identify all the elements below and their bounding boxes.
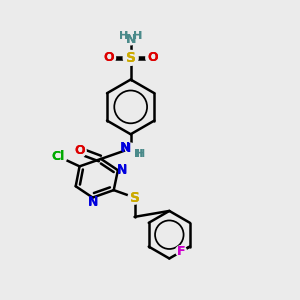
Text: O: O [104,51,114,64]
Text: O: O [147,51,158,64]
Circle shape [125,143,136,154]
Text: O: O [147,51,158,64]
Text: Cl: Cl [52,150,65,163]
Text: N: N [125,33,136,46]
Circle shape [50,148,67,165]
Circle shape [125,34,136,45]
Text: S: S [126,51,136,65]
Text: H: H [134,31,143,41]
Circle shape [123,50,138,65]
Text: N: N [87,196,98,208]
Text: S: S [130,190,140,205]
Text: N: N [87,195,98,208]
Text: N: N [121,142,131,155]
Text: O: O [104,51,114,64]
Text: H: H [136,149,146,160]
Text: S: S [126,51,136,65]
Text: N: N [125,33,136,46]
Circle shape [128,191,141,204]
Text: F: F [177,244,185,258]
Text: N: N [117,164,128,177]
Circle shape [102,51,116,64]
Text: N: N [117,163,127,176]
Text: O: O [74,144,85,158]
Circle shape [176,246,186,256]
Text: O: O [74,144,85,158]
Text: H: H [134,32,143,41]
Text: N: N [120,140,130,154]
Text: Cl: Cl [52,150,65,163]
Circle shape [73,144,86,158]
Text: H: H [118,32,128,41]
Circle shape [146,51,159,64]
Text: S: S [130,190,140,205]
Text: H: H [134,149,144,159]
Text: F: F [177,244,185,258]
Text: H: H [118,31,128,41]
